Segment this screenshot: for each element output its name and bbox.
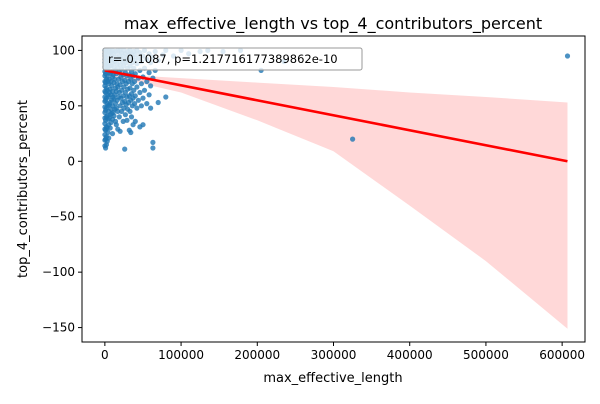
data-point — [132, 101, 138, 107]
data-point — [564, 53, 571, 59]
data-point — [128, 114, 135, 120]
plot-area — [102, 47, 571, 329]
data-point — [109, 131, 116, 137]
x-tick-label: 300000 — [311, 348, 357, 362]
data-point — [148, 83, 154, 89]
annotation-box: r=-0.1087, p=1.217716177389862e-10 — [102, 47, 363, 71]
data-point — [127, 85, 133, 91]
data-point — [140, 122, 146, 128]
x-tick-label: 600000 — [539, 348, 585, 362]
data-point — [122, 112, 128, 118]
data-point — [106, 135, 112, 141]
x-tick-label: 500000 — [463, 348, 509, 362]
data-point — [124, 117, 130, 123]
data-point — [137, 89, 143, 96]
data-point — [146, 92, 152, 98]
x-tick-label: 100000 — [158, 348, 204, 362]
data-point — [115, 108, 121, 114]
y-tick-label: −50 — [50, 210, 75, 224]
data-point — [105, 129, 111, 136]
data-point — [128, 129, 134, 136]
y-tick-label: 50 — [60, 99, 75, 113]
data-point — [107, 125, 113, 131]
plot-frame — [81, 35, 586, 343]
data-point — [155, 99, 161, 106]
data-point — [127, 108, 133, 114]
data-point — [138, 81, 144, 87]
data-point — [144, 101, 150, 107]
confidence-band — [104, 68, 568, 329]
data-point — [140, 95, 146, 101]
data-point — [146, 70, 152, 76]
y-tick-label: −150 — [42, 321, 75, 335]
y-tick-label: 100 — [52, 43, 75, 57]
data-point — [134, 84, 140, 90]
data-point — [132, 78, 138, 85]
x-tick-label: 400000 — [387, 348, 433, 362]
data-point — [132, 93, 138, 99]
data-point — [150, 139, 156, 145]
data-point — [141, 87, 148, 93]
data-point — [117, 128, 123, 134]
x-tick-label: 200000 — [234, 348, 280, 362]
y-axis-label: top_4_contributors_percent — [16, 100, 31, 278]
data-point — [112, 76, 118, 82]
chart-title: max_effective_length vs top_4_contributo… — [124, 14, 542, 34]
data-point — [163, 94, 169, 100]
y-tick-label: −100 — [42, 265, 75, 279]
x-tick-label: 0 — [101, 348, 109, 362]
data-point — [350, 136, 356, 142]
data-point — [116, 114, 122, 120]
data-point — [138, 103, 144, 109]
data-point — [122, 146, 128, 152]
data-point — [134, 105, 140, 111]
data-point — [113, 122, 119, 128]
regression-line — [104, 69, 568, 163]
data-point — [131, 87, 137, 93]
x-axis-label: max_effective_length — [263, 371, 402, 386]
annotation-text: r=-0.1087, p=1.217716177389862e-10 — [108, 52, 338, 66]
x-axis: 0 100000 200000 300000 400000 500000 600000 — [101, 342, 585, 362]
y-tick-label: 0 — [67, 154, 75, 168]
y-axis: −150 −100 −50 0 50 100 — [42, 43, 82, 335]
data-point — [111, 113, 117, 119]
data-point — [144, 78, 150, 85]
data-point — [150, 145, 156, 151]
data-point — [148, 105, 154, 111]
data-point — [135, 97, 141, 103]
data-point — [132, 118, 138, 124]
